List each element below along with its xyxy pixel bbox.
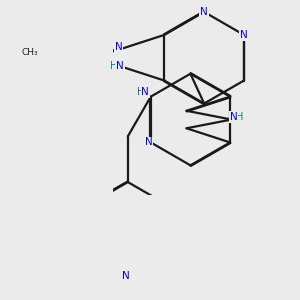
Text: N: N	[145, 137, 152, 147]
Text: H: H	[110, 61, 118, 71]
Text: N: N	[200, 7, 208, 17]
Text: N: N	[116, 61, 124, 71]
Text: CH₃: CH₃	[22, 48, 38, 57]
Text: H: H	[236, 112, 243, 122]
Text: N: N	[230, 112, 238, 122]
Text: H: H	[137, 87, 144, 97]
Text: N: N	[141, 87, 149, 97]
Text: N: N	[115, 42, 122, 52]
Text: N: N	[122, 271, 130, 281]
Text: N: N	[240, 30, 248, 40]
